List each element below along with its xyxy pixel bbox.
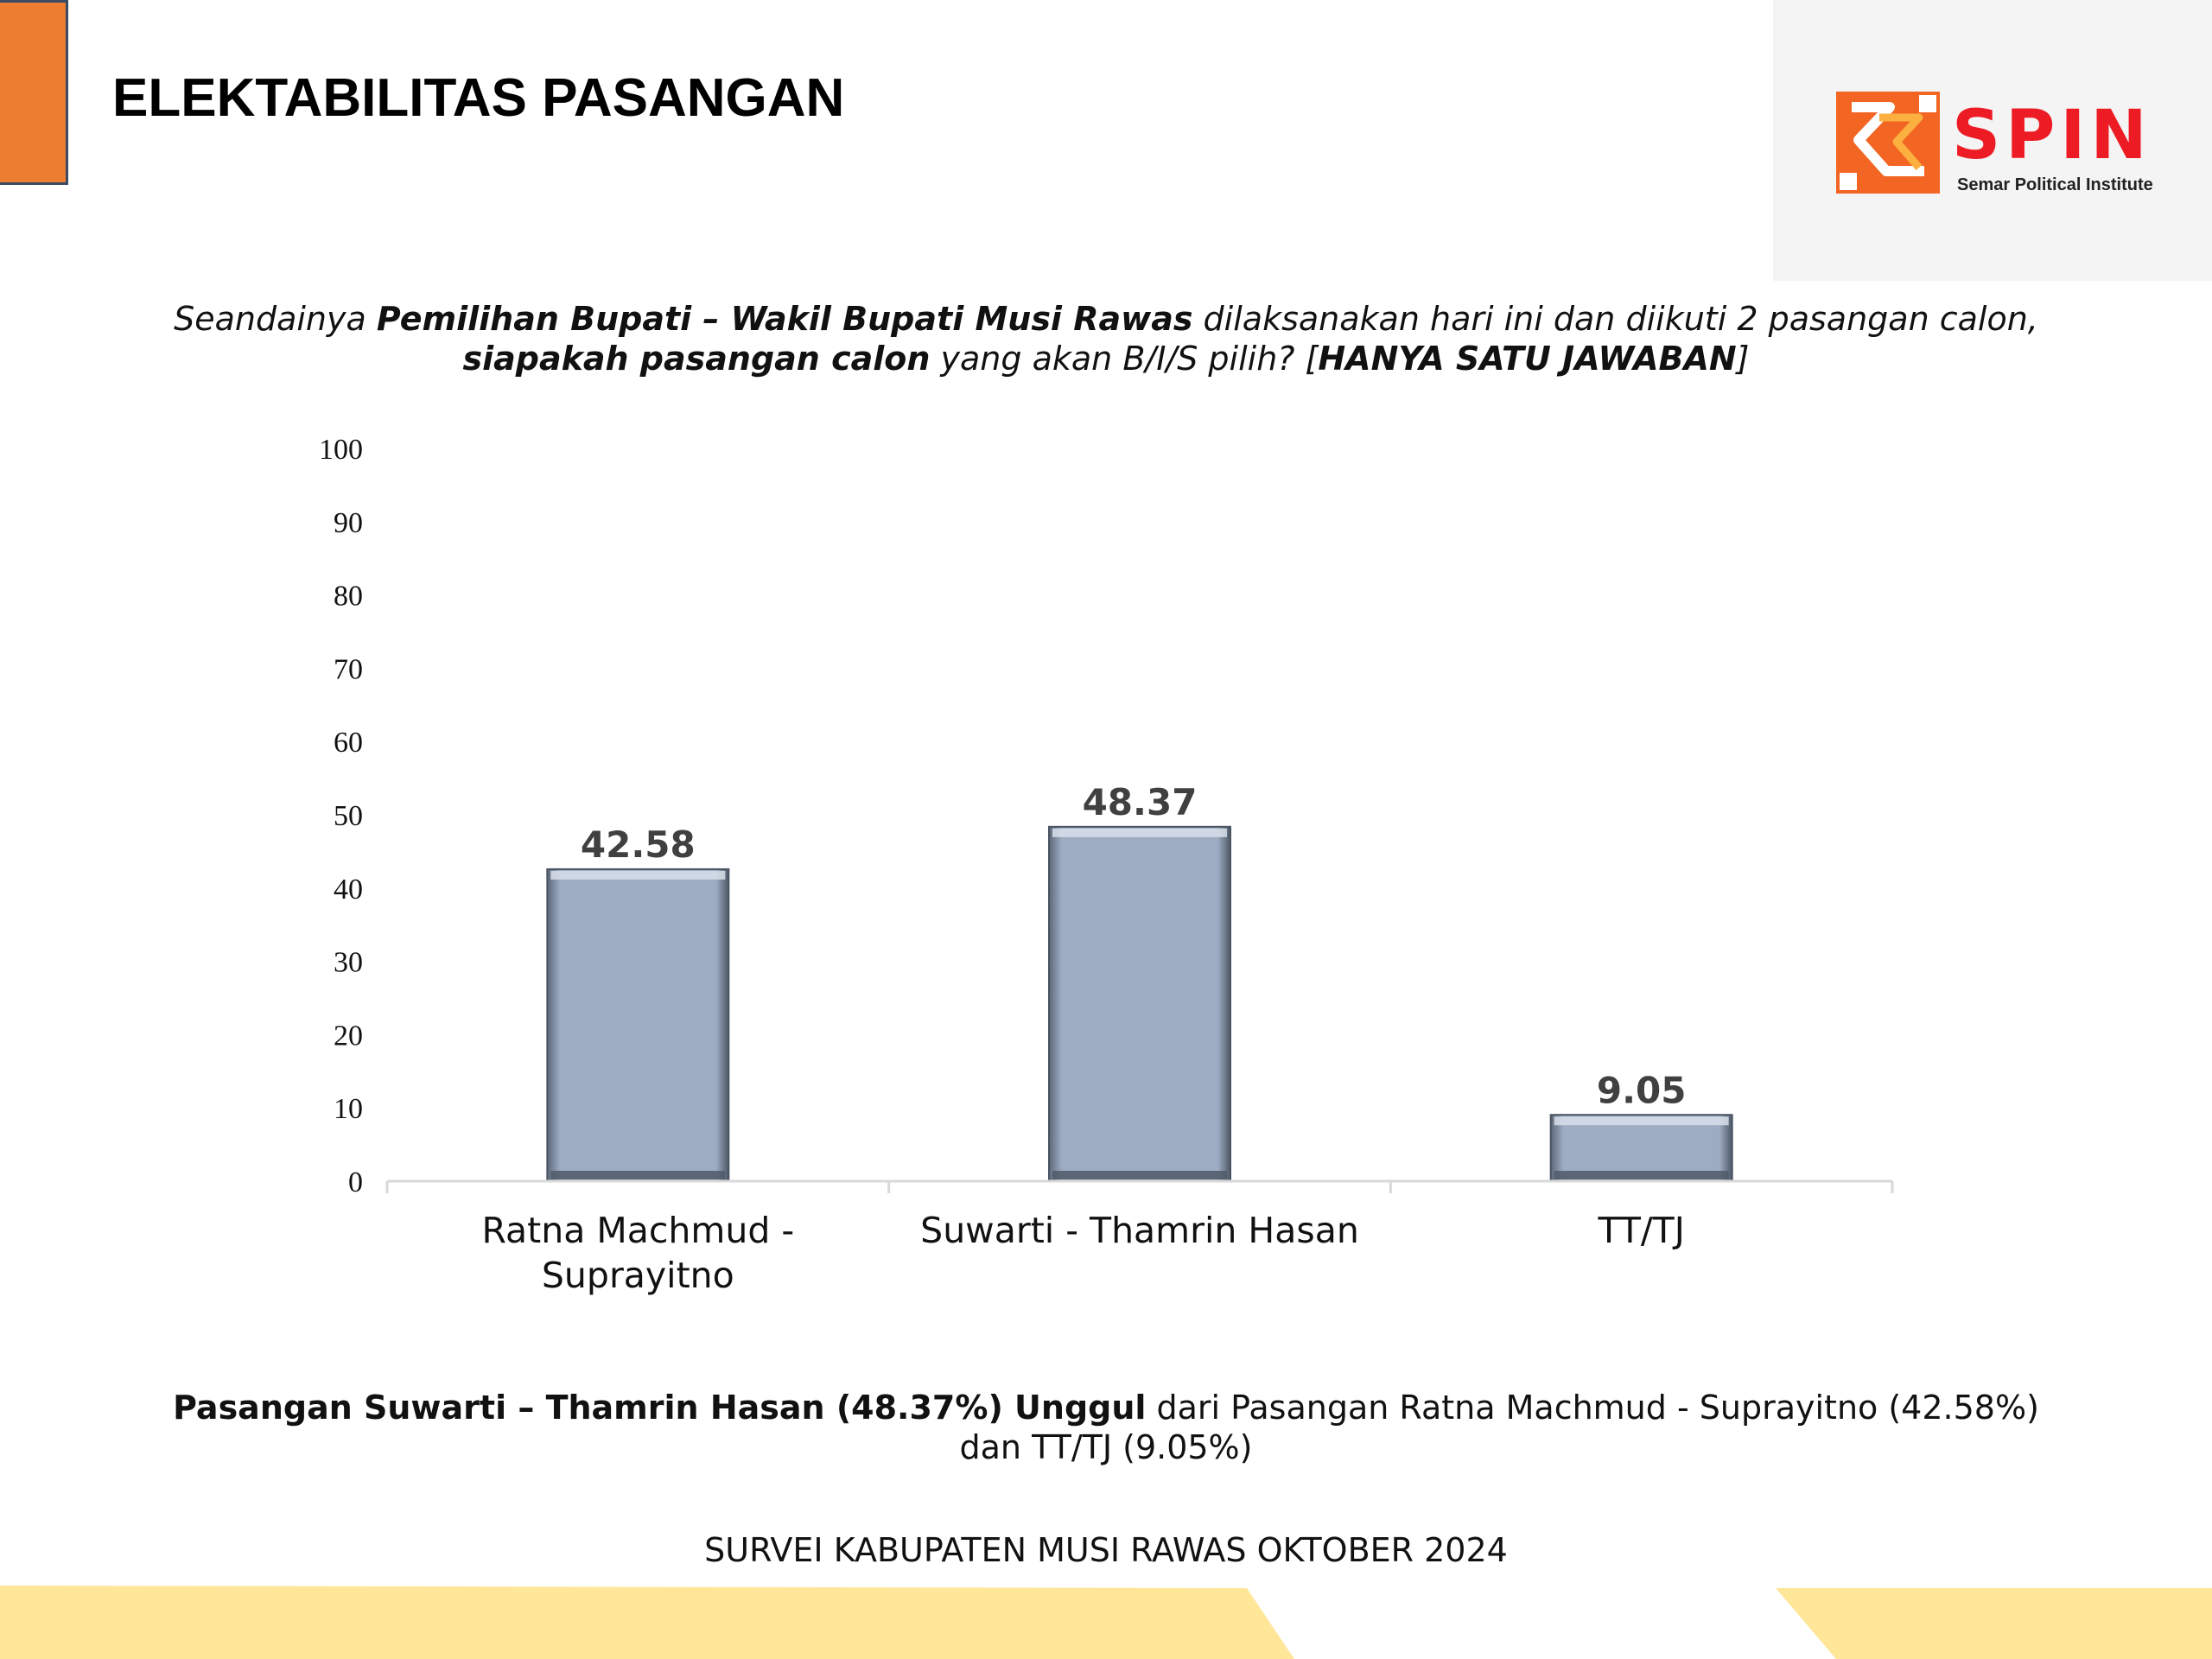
title-accent-bar [0, 0, 68, 185]
question-text: dilaksanakan hari ini dan diikuti 2 pasa… [1192, 300, 2038, 338]
page-title: ELEKTABILITAS PASANGAN [112, 68, 845, 128]
question-text: yang akan B/I/S pilih? [ [930, 340, 1319, 378]
y-tick-label: 60 [334, 727, 363, 759]
y-tick-label: 40 [334, 874, 363, 906]
bar-value-label: 42.58 [581, 823, 696, 866]
logo: SPIN Semar Political Institute [1773, 0, 2212, 281]
bar-chart: 0 10 20 30 40 50 60 70 80 90 100 42.58 48.37 9.05 Ra… [319, 434, 1894, 1296]
logo-tagline: Semar Political Institute [1957, 175, 2153, 194]
chart-conclusion: Pasangan Suwarti – Thamrin Hasan (48.37%… [173, 1388, 2039, 1467]
footer-band [0, 1586, 2212, 1659]
survey-footer: SURVEI KABUPATEN MUSI RAWAS OKTOBER 2024 [704, 1531, 1508, 1569]
survey-question: Seandainya Pemilihan Bupati – Wakil Bupa… [173, 299, 2039, 378]
y-tick-label: 50 [334, 800, 363, 832]
y-tick-label: 90 [334, 507, 363, 539]
bar-value-label: 48.37 [1083, 781, 1198, 823]
conclusion-emphasis: Pasangan Suwarti – Thamrin Hasan (48.37%… [173, 1389, 1147, 1427]
bar [1048, 825, 1231, 1182]
y-tick-label: 30 [334, 947, 363, 979]
y-tick-label: 0 [348, 1166, 363, 1198]
spin-logo-icon [1836, 92, 1940, 194]
question-emphasis: HANYA SATU JAWABAN [1318, 340, 1737, 378]
bar [1549, 1114, 1733, 1182]
y-tick-label: 10 [334, 1093, 363, 1125]
y-tick-label: 100 [319, 434, 363, 466]
question-text: Seandainya [174, 300, 377, 338]
conclusion-text: dari Pasangan Ratna Machmud - Suprayitno… [959, 1389, 2039, 1466]
question-text: ] [1736, 340, 1750, 378]
x-category-label: Suwarti - Thamrin Hasan [920, 1210, 1359, 1251]
y-tick-label: 80 [334, 581, 363, 613]
logo-wordmark: SPIN [1952, 97, 2152, 175]
question-emphasis: siapakah pasangan calon [462, 340, 931, 378]
bar-value-label: 9.05 [1597, 1069, 1687, 1111]
question-emphasis: Pemilihan Bupati – Wakil Bupati Musi Raw… [376, 300, 1193, 338]
bar [546, 868, 730, 1182]
y-tick-label: 70 [334, 653, 363, 685]
x-category-label: Ratna Machmud -Suprayitno [481, 1210, 794, 1296]
y-tick-label: 20 [334, 1020, 363, 1052]
x-category-label: TT/TJ [1598, 1210, 1685, 1251]
